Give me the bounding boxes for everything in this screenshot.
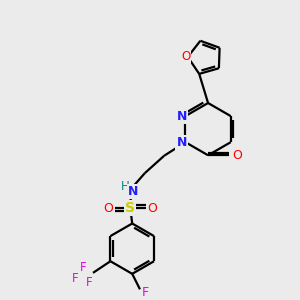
Text: H: H: [121, 180, 130, 193]
Text: F: F: [142, 286, 149, 299]
Text: F: F: [72, 272, 79, 285]
Text: N: N: [176, 136, 187, 149]
Text: O: O: [181, 50, 190, 63]
Text: N: N: [176, 110, 187, 123]
Text: F: F: [80, 260, 87, 274]
Text: O: O: [148, 202, 158, 214]
Text: O: O: [232, 149, 242, 162]
Text: O: O: [103, 202, 113, 214]
Text: S: S: [125, 201, 135, 215]
Text: N: N: [128, 185, 138, 198]
Text: F: F: [86, 276, 92, 289]
